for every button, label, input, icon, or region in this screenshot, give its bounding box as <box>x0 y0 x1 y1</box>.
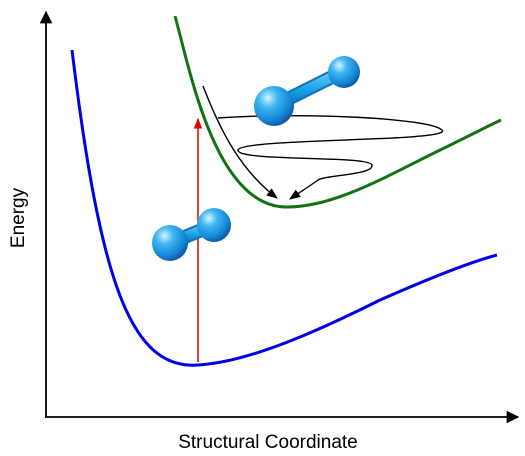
excited-molecule <box>254 56 360 126</box>
ground-state-curve <box>70 49 498 367</box>
relaxation-path-oscillation <box>217 114 443 200</box>
ground-molecule <box>152 208 231 261</box>
x-axis-label: Structural Coordinate <box>178 432 358 453</box>
y-axis-label: Energy <box>8 187 29 248</box>
excited-state-curve <box>173 15 502 209</box>
relaxation-path-left <box>202 85 278 199</box>
